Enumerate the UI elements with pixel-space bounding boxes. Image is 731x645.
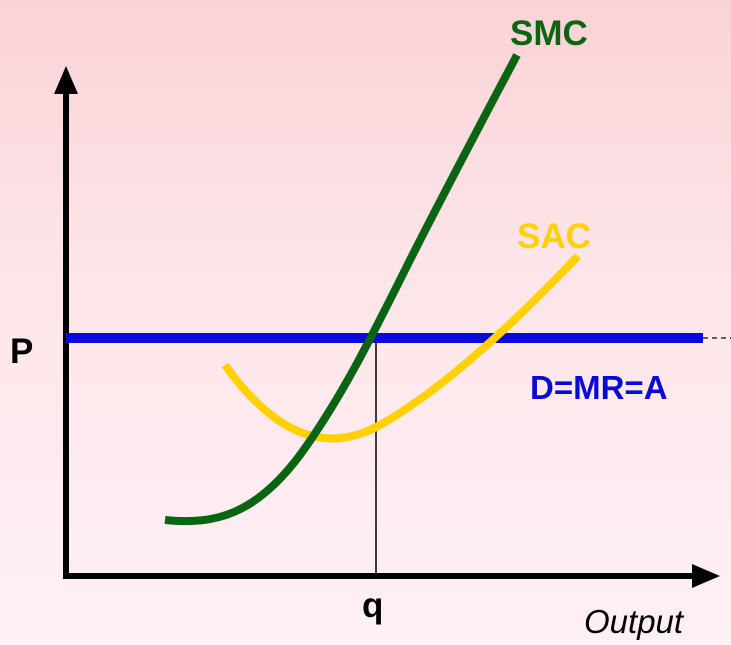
y-axis-arrow-icon <box>54 66 78 94</box>
sac-label: SAC <box>517 217 591 256</box>
demand-label: D=MR=A <box>530 369 668 406</box>
smc-curve <box>164 53 521 526</box>
x-axis-label: Output <box>584 603 685 640</box>
price-label: P <box>10 332 33 371</box>
smc-label: SMC <box>510 14 588 53</box>
x-axis-arrow-icon <box>692 564 720 588</box>
sac-curve <box>221 253 581 443</box>
quantity-label: q <box>362 586 383 625</box>
